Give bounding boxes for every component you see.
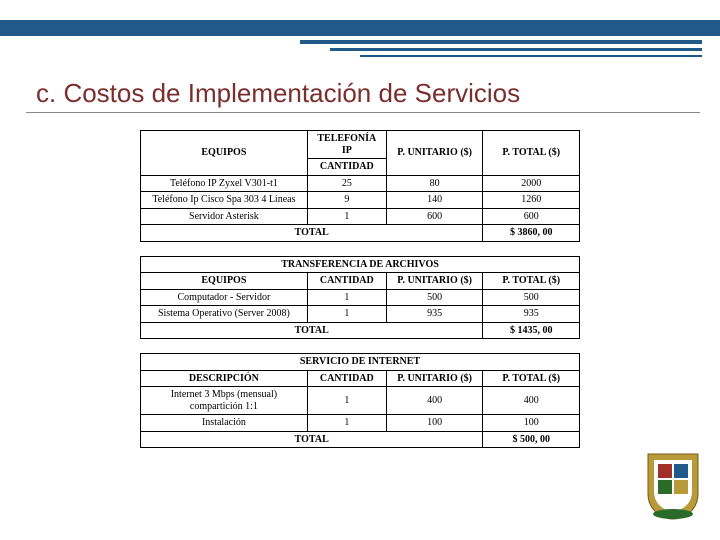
cell: 400	[483, 387, 580, 415]
cell: 1	[307, 208, 386, 225]
table-row: Teléfono Ip Cisco Spa 303 4 Líneas 9 140…	[141, 192, 580, 209]
total-value: $ 1435, 00	[483, 322, 580, 339]
table-row: Computador - Servidor 1 500 500	[141, 289, 580, 306]
cell: Servidor Asterisk	[141, 208, 308, 225]
cell: 935	[483, 306, 580, 323]
table-total-row: TOTAL $ 3860, 00	[141, 225, 580, 242]
table-row: Servidor Asterisk 1 600 600	[141, 208, 580, 225]
cell: 100	[483, 415, 580, 432]
total-label: TOTAL	[141, 225, 483, 242]
cell: 140	[386, 192, 483, 209]
col-punitario: P. UNITARIO ($)	[386, 131, 483, 176]
section-header: TELEFONÍA IP	[307, 131, 386, 159]
cell: Instalación	[141, 415, 308, 432]
col-ptotal: P. TOTAL ($)	[483, 131, 580, 176]
table-transferencia: TRANSFERENCIA DE ARCHIVOS EQUIPOS CANTID…	[140, 256, 580, 340]
header-decor	[0, 0, 720, 46]
cell: 400	[386, 387, 483, 415]
col-equipos: EQUIPOS	[141, 273, 308, 290]
col-descripcion: DESCRIPCIÓN	[141, 370, 308, 387]
table-total-row: TOTAL $ 500, 00	[141, 431, 580, 448]
cell: 80	[386, 175, 483, 192]
section-header: TRANSFERENCIA DE ARCHIVOS	[141, 256, 580, 273]
col-cantidad: CANTIDAD	[307, 273, 386, 290]
page-title: c. Costos de Implementación de Servicios	[36, 78, 520, 109]
col-punitario: P. UNITARIO ($)	[386, 273, 483, 290]
cell: 935	[386, 306, 483, 323]
table-row: Teléfono IP Zyxel V301-t1 25 80 2000	[141, 175, 580, 192]
col-equipos: EQUIPOS	[141, 131, 308, 176]
cell: 600	[386, 208, 483, 225]
total-value: $ 500, 00	[483, 431, 580, 448]
cell: 500	[386, 289, 483, 306]
table-internet: SERVICIO DE INTERNET DESCRIPCIÓN CANTIDA…	[140, 353, 580, 448]
cell: 1	[307, 387, 386, 415]
col-cantidad: CANTIDAD	[307, 159, 386, 176]
title-divider	[26, 112, 700, 113]
cell: 25	[307, 175, 386, 192]
cell: 1	[307, 289, 386, 306]
cell: 500	[483, 289, 580, 306]
col-cantidad: CANTIDAD	[307, 370, 386, 387]
cell: 600	[483, 208, 580, 225]
cell: 1	[307, 415, 386, 432]
institution-logo-icon	[644, 450, 702, 522]
cell: Teléfono Ip Cisco Spa 303 4 Líneas	[141, 192, 308, 209]
col-ptotal: P. TOTAL ($)	[483, 273, 580, 290]
total-label: TOTAL	[141, 431, 483, 448]
table-total-row: TOTAL $ 1435, 00	[141, 322, 580, 339]
cell: 100	[386, 415, 483, 432]
table-row: Instalación 1 100 100	[141, 415, 580, 432]
cell: Teléfono IP Zyxel V301-t1	[141, 175, 308, 192]
cell: 1260	[483, 192, 580, 209]
cell: Internet 3 Mbps (mensual) compartición 1…	[141, 387, 308, 415]
cell: 1	[307, 306, 386, 323]
cell: 2000	[483, 175, 580, 192]
table-row: Sistema Operativo (Server 2008) 1 935 93…	[141, 306, 580, 323]
col-punitario: P. UNITARIO ($)	[386, 370, 483, 387]
cell: Computador - Servidor	[141, 289, 308, 306]
cell: Sistema Operativo (Server 2008)	[141, 306, 308, 323]
total-label: TOTAL	[141, 322, 483, 339]
cell: 9	[307, 192, 386, 209]
table-row: Internet 3 Mbps (mensual) compartición 1…	[141, 387, 580, 415]
col-ptotal: P. TOTAL ($)	[483, 370, 580, 387]
table-telefonia: EQUIPOS TELEFONÍA IP P. UNITARIO ($) P. …	[140, 130, 580, 242]
tables-container: EQUIPOS TELEFONÍA IP P. UNITARIO ($) P. …	[140, 130, 580, 462]
total-value: $ 3860, 00	[483, 225, 580, 242]
section-header: SERVICIO DE INTERNET	[141, 354, 580, 371]
